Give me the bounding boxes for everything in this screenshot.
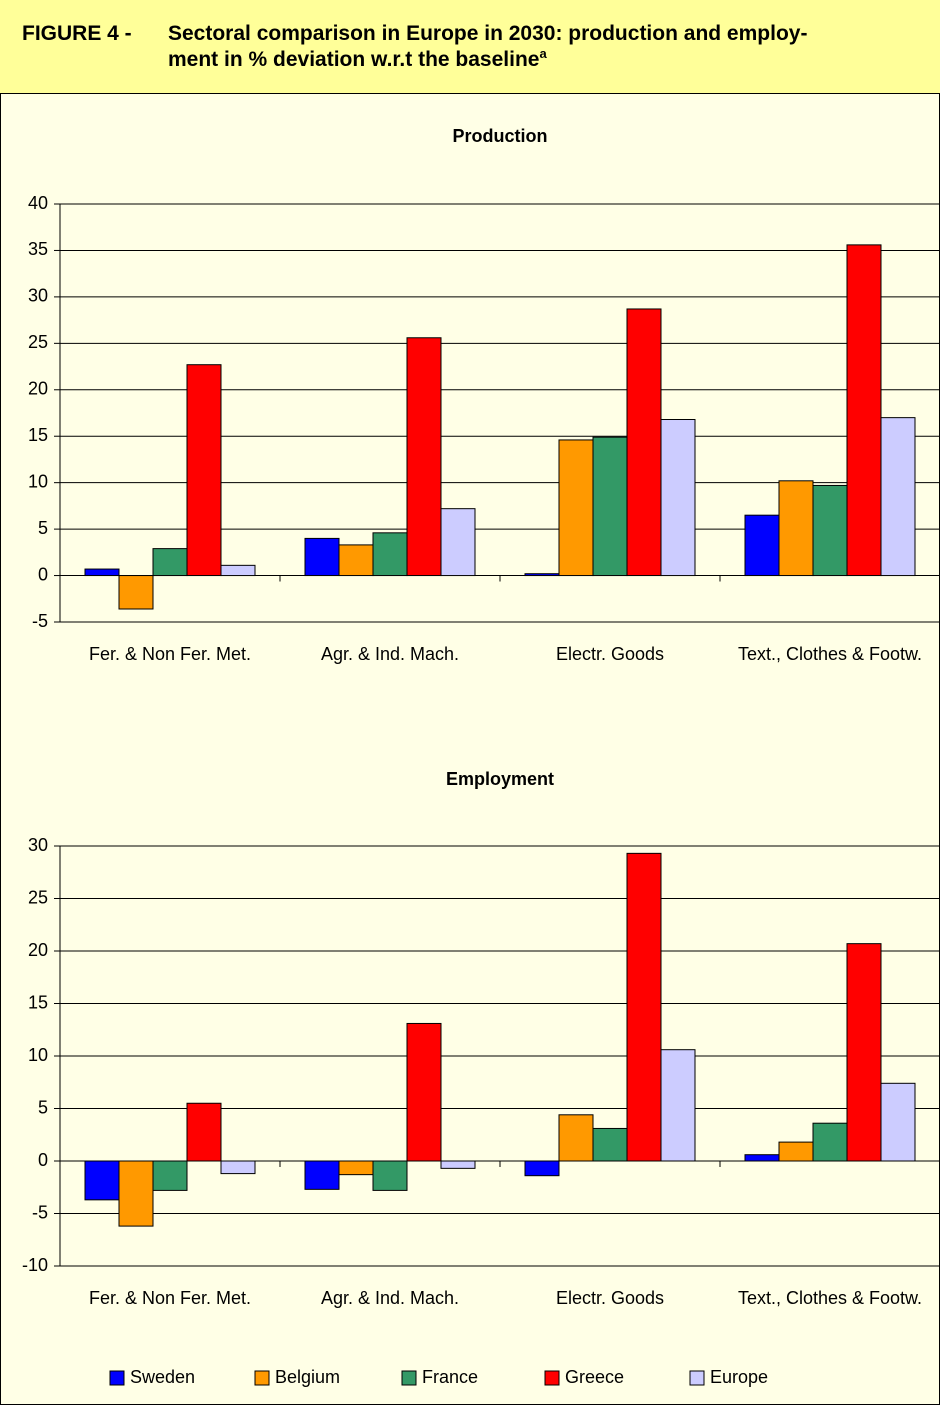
x-tick-label: Electr. Goods — [555, 644, 665, 664]
bar — [846, 943, 882, 1162]
x-tick-label: Electr. Goods — [555, 1288, 665, 1308]
y-tick-label: 15 — [28, 992, 48, 1012]
bar — [152, 1160, 188, 1191]
bar — [558, 439, 594, 577]
bar — [592, 436, 628, 577]
bar — [118, 1160, 154, 1227]
bar — [440, 508, 476, 577]
bar — [406, 1022, 442, 1162]
bar — [880, 417, 916, 577]
y-tick-label: 10 — [28, 471, 48, 491]
bar — [592, 1127, 628, 1162]
legend-swatch — [544, 1370, 560, 1386]
y-tick-label: -5 — [32, 611, 48, 631]
y-tick-label: 35 — [28, 239, 48, 259]
chart-title: Production — [453, 126, 548, 146]
bar — [440, 1160, 476, 1169]
bar — [744, 514, 780, 577]
y-tick-label: -5 — [32, 1202, 48, 1222]
bar — [660, 1049, 696, 1162]
y-tick-label: 20 — [28, 379, 48, 399]
bar — [778, 480, 814, 577]
figure-title-line-2: ment in % deviation w.r.t the baselinea — [168, 47, 547, 73]
bar — [186, 1102, 222, 1162]
y-tick-label: 5 — [38, 1097, 48, 1117]
bar — [846, 244, 882, 577]
bar — [406, 337, 442, 577]
x-tick-label: Fer. & Non Fer. Met. — [88, 1288, 252, 1308]
figure-title-text: ment in % deviation w.r.t the baseline — [168, 48, 540, 71]
bar — [626, 308, 662, 577]
figure-title-line: Sectoral comparison in Europe in 2030: p… — [168, 22, 808, 45]
bar — [524, 1160, 560, 1177]
bar — [220, 1160, 256, 1175]
y-tick-label: 0 — [38, 1150, 48, 1170]
bar — [812, 484, 848, 577]
legend-label: Belgium — [275, 1367, 340, 1387]
bar — [660, 419, 696, 577]
bar — [84, 1160, 120, 1201]
bar — [220, 564, 256, 577]
y-tick-label: 40 — [28, 193, 48, 213]
bar — [304, 1160, 340, 1190]
chart-title: Employment — [446, 769, 554, 789]
x-tick-label: Text., Clothes & Footw. — [737, 1288, 923, 1308]
bar — [152, 548, 188, 577]
bar — [372, 532, 408, 577]
legend-label: Sweden — [130, 1367, 195, 1387]
bar — [118, 575, 154, 610]
y-tick-label: 30 — [28, 835, 48, 855]
figure-title-superscript: a — [539, 46, 547, 61]
x-tick-label: Agr. & Ind. Mach. — [320, 644, 460, 664]
legend-swatch — [254, 1370, 270, 1386]
y-tick-label: 25 — [28, 332, 48, 352]
y-tick-label: 10 — [28, 1045, 48, 1065]
legend-swatch — [401, 1370, 417, 1386]
legend-swatch — [109, 1370, 125, 1386]
bar — [524, 573, 560, 577]
figure-label: FIGURE 4 - — [22, 22, 132, 45]
legend-label: Greece — [565, 1367, 624, 1387]
legend-swatch — [689, 1370, 705, 1386]
y-tick-label: 30 — [28, 286, 48, 306]
bar — [880, 1082, 916, 1162]
y-tick-label: 20 — [28, 940, 48, 960]
bar — [186, 364, 222, 577]
x-tick-label: Fer. & Non Fer. Met. — [88, 644, 252, 664]
x-tick-label: Agr. & Ind. Mach. — [320, 1288, 460, 1308]
bar — [338, 544, 374, 577]
bar — [626, 852, 662, 1162]
y-tick-label: 0 — [38, 564, 48, 584]
y-tick-label: 15 — [28, 425, 48, 445]
bar — [372, 1160, 408, 1191]
figure-header: FIGURE 4 - Sectoral comparison in Europe… — [0, 0, 940, 94]
y-tick-label: -10 — [22, 1255, 48, 1275]
y-tick-label: 5 — [38, 518, 48, 538]
bar — [558, 1114, 594, 1162]
bar — [778, 1141, 814, 1162]
bar — [744, 1154, 780, 1162]
legend-label: France — [422, 1367, 478, 1387]
bar — [812, 1122, 848, 1162]
bar — [304, 537, 340, 577]
legend-label: Europe — [710, 1367, 768, 1387]
bar — [338, 1160, 374, 1176]
x-tick-label: Text., Clothes & Footw. — [737, 644, 923, 664]
y-tick-label: 25 — [28, 887, 48, 907]
bar — [84, 568, 120, 577]
